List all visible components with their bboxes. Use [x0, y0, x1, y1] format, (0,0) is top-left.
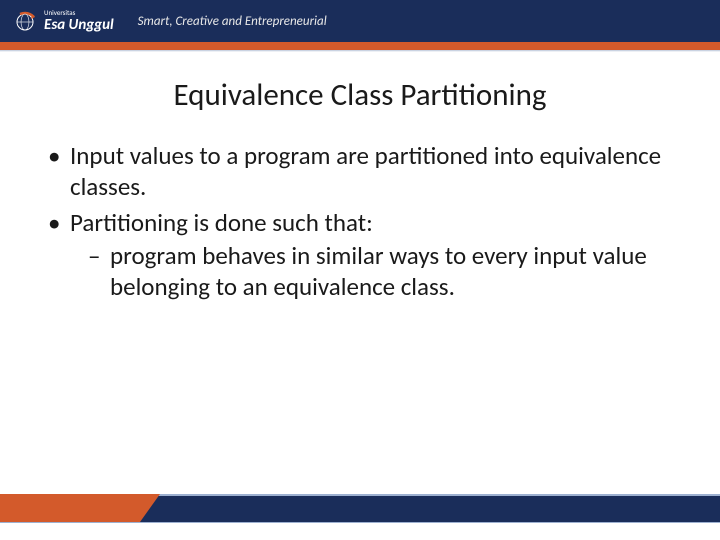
logo: Universitas Esa Unggul — [14, 9, 114, 34]
sub-bullet-list: program behaves in similar ways to every… — [70, 240, 680, 303]
footer-bottom-strip — [0, 522, 720, 540]
tagline: Smart, Creative and Entrepreneurial — [138, 14, 327, 29]
logo-name: Esa Unggul — [44, 16, 114, 34]
globe-arrow-icon — [14, 9, 38, 33]
bullet-text: Partitioning is done such that: — [70, 207, 373, 238]
footer — [0, 494, 720, 540]
bullet-text: Input values to a program are partitione… — [70, 140, 661, 202]
footer-blue-bar — [140, 494, 720, 522]
slide-content: Equivalence Class Partitioning Input val… — [0, 52, 720, 302]
logo-text: Universitas Esa Unggul — [44, 9, 114, 34]
bullet-item: Partitioning is done such that: program … — [48, 207, 680, 303]
header-bar: Universitas Esa Unggul Smart, Creative a… — [0, 0, 720, 42]
bullet-list: Input values to a program are partitione… — [40, 140, 680, 302]
footer-top — [0, 494, 720, 522]
logo-small-text: Universitas — [44, 9, 114, 16]
orange-accent-bar — [0, 42, 720, 50]
footer-orange-wedge — [0, 494, 140, 522]
slide-title: Equivalence Class Partitioning — [40, 76, 680, 114]
sub-bullet-item: program behaves in similar ways to every… — [88, 240, 680, 303]
sub-bullet-text: program behaves in similar ways to every… — [110, 240, 647, 302]
bullet-item: Input values to a program are partitione… — [48, 140, 680, 203]
